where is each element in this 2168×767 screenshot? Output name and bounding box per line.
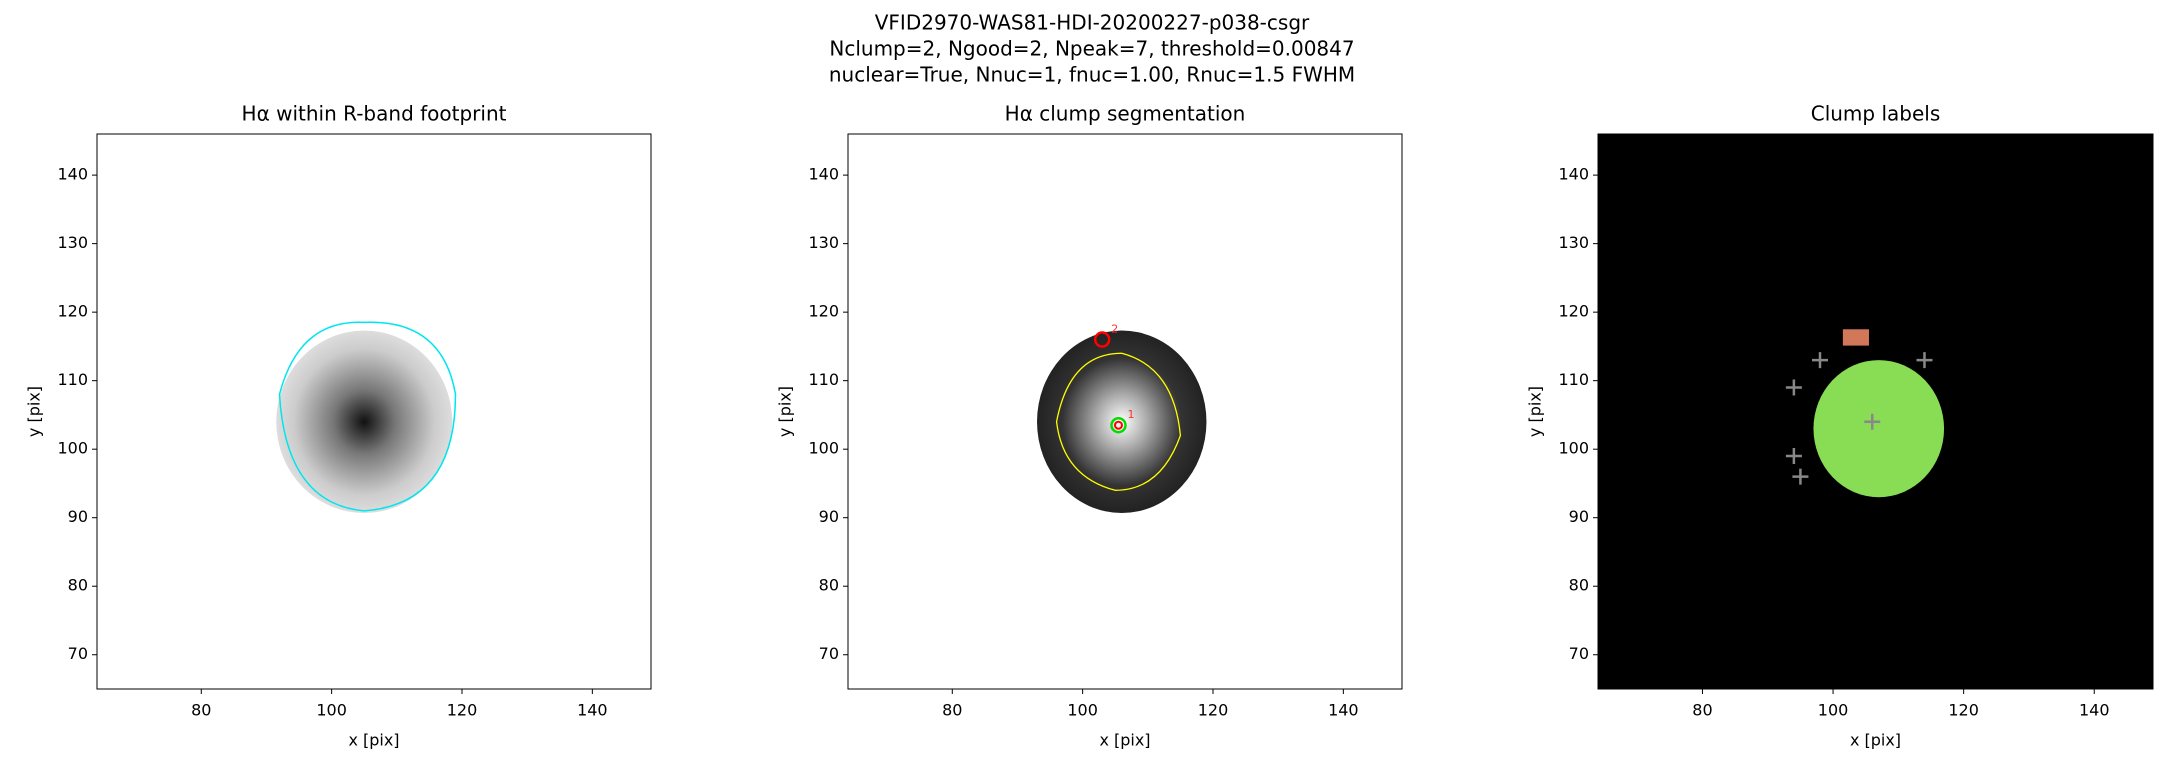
axes-frame: [96, 133, 652, 690]
axes-frame: [847, 133, 1403, 690]
panel-title: Hα clump segmentation: [1005, 102, 1246, 126]
x-tick-label: 100: [316, 701, 347, 720]
y-tick-label: 110: [1558, 370, 1589, 389]
clump-1: [1813, 360, 1945, 498]
y-tick-label: 70: [819, 644, 839, 663]
y-tick-label: 90: [68, 507, 88, 526]
x-tick-label: 140: [1328, 701, 1359, 720]
x-tick-label: 80: [1692, 701, 1712, 720]
clump-2: [1842, 329, 1869, 346]
y-tick-label: 70: [1569, 644, 1589, 663]
suptitle: nuclear=True, Nnuc=1, fnuc=1.00, Rnuc=1.…: [829, 63, 1355, 87]
y-tick-label: 100: [57, 439, 88, 458]
panel: Hα within R-band footprint x [pix] y [pix]…: [25, 102, 652, 750]
clump-marker: [1110, 416, 1127, 434]
x-tick-label: 120: [447, 701, 478, 720]
y-tick-label: 80: [819, 576, 839, 595]
y-tick-label: 110: [57, 370, 88, 389]
y-tick-label: 80: [1569, 576, 1589, 595]
y-tick-label: 120: [57, 302, 88, 321]
y-tick-label: 100: [808, 439, 839, 458]
x-tick-label: 100: [1067, 701, 1098, 720]
y-tick-label: 130: [808, 233, 839, 252]
y-tick-label: 130: [1558, 233, 1589, 252]
y-tick-label: 90: [819, 507, 839, 526]
y-tick-label: 100: [1558, 439, 1589, 458]
suptitle: VFID2970-WAS81-HDI-20200227-p038-csgr: [875, 11, 1310, 35]
y-tick-label: 80: [68, 576, 88, 595]
y-tick-label: 70: [68, 644, 88, 663]
y-tick-label: 90: [1569, 507, 1589, 526]
y-tick-label: 120: [1558, 302, 1589, 321]
suptitle: Nclump=2, Ngood=2, Npeak=7, threshold=0.…: [829, 37, 1354, 61]
peak-marker: [1785, 448, 1802, 465]
y-axis-label: y [pix]: [25, 386, 44, 437]
clump-center: [1113, 420, 1123, 430]
x-tick-label: 120: [1948, 701, 1979, 720]
image-blob: [276, 330, 453, 514]
y-tick-label: 140: [1558, 165, 1589, 184]
y-tick-label: 110: [808, 370, 839, 389]
clump-marker: [1093, 331, 1111, 348]
y-axis-label: y [pix]: [776, 386, 795, 437]
x-tick-label: 140: [577, 701, 608, 720]
x-axis-label: x [pix]: [348, 731, 399, 750]
clump-label: 2: [1111, 323, 1118, 336]
peak-marker: [1812, 352, 1828, 369]
y-tick-label: 130: [57, 233, 88, 252]
y-tick-label: 140: [808, 165, 839, 184]
image-blob: [1037, 330, 1207, 514]
peak-marker: [1792, 468, 1809, 485]
panel: Clump labels x [pix] y [pix] 80 100 120 140 70 8…: [1526, 102, 2154, 750]
x-tick-label: 140: [2079, 701, 2110, 720]
clump-label: 1: [1127, 408, 1134, 421]
y-axis-label: y [pix]: [1526, 386, 1545, 437]
panel-title: Clump labels: [1811, 102, 1941, 126]
footprint-contour: [278, 321, 457, 512]
peak-marker: [1864, 413, 1881, 430]
x-tick-label: 80: [191, 701, 211, 720]
panel: Hα clump segmentation x [pix] y [pix] 80 100…: [776, 102, 1403, 750]
x-tick-label: 100: [1818, 701, 1849, 720]
x-tick-label: 80: [942, 701, 962, 720]
peak-marker: [1785, 379, 1802, 396]
segment-contour: [1055, 352, 1182, 491]
y-tick-label: 140: [57, 165, 88, 184]
x-axis-label: x [pix]: [1099, 731, 1150, 750]
y-tick-label: 120: [808, 302, 839, 321]
x-axis-label: x [pix]: [1850, 731, 1901, 750]
panel-title: Hα within R-band footprint: [242, 102, 507, 126]
peak-marker: [1916, 352, 1933, 369]
x-tick-label: 120: [1198, 701, 1229, 720]
axes-frame: [1597, 133, 2154, 690]
